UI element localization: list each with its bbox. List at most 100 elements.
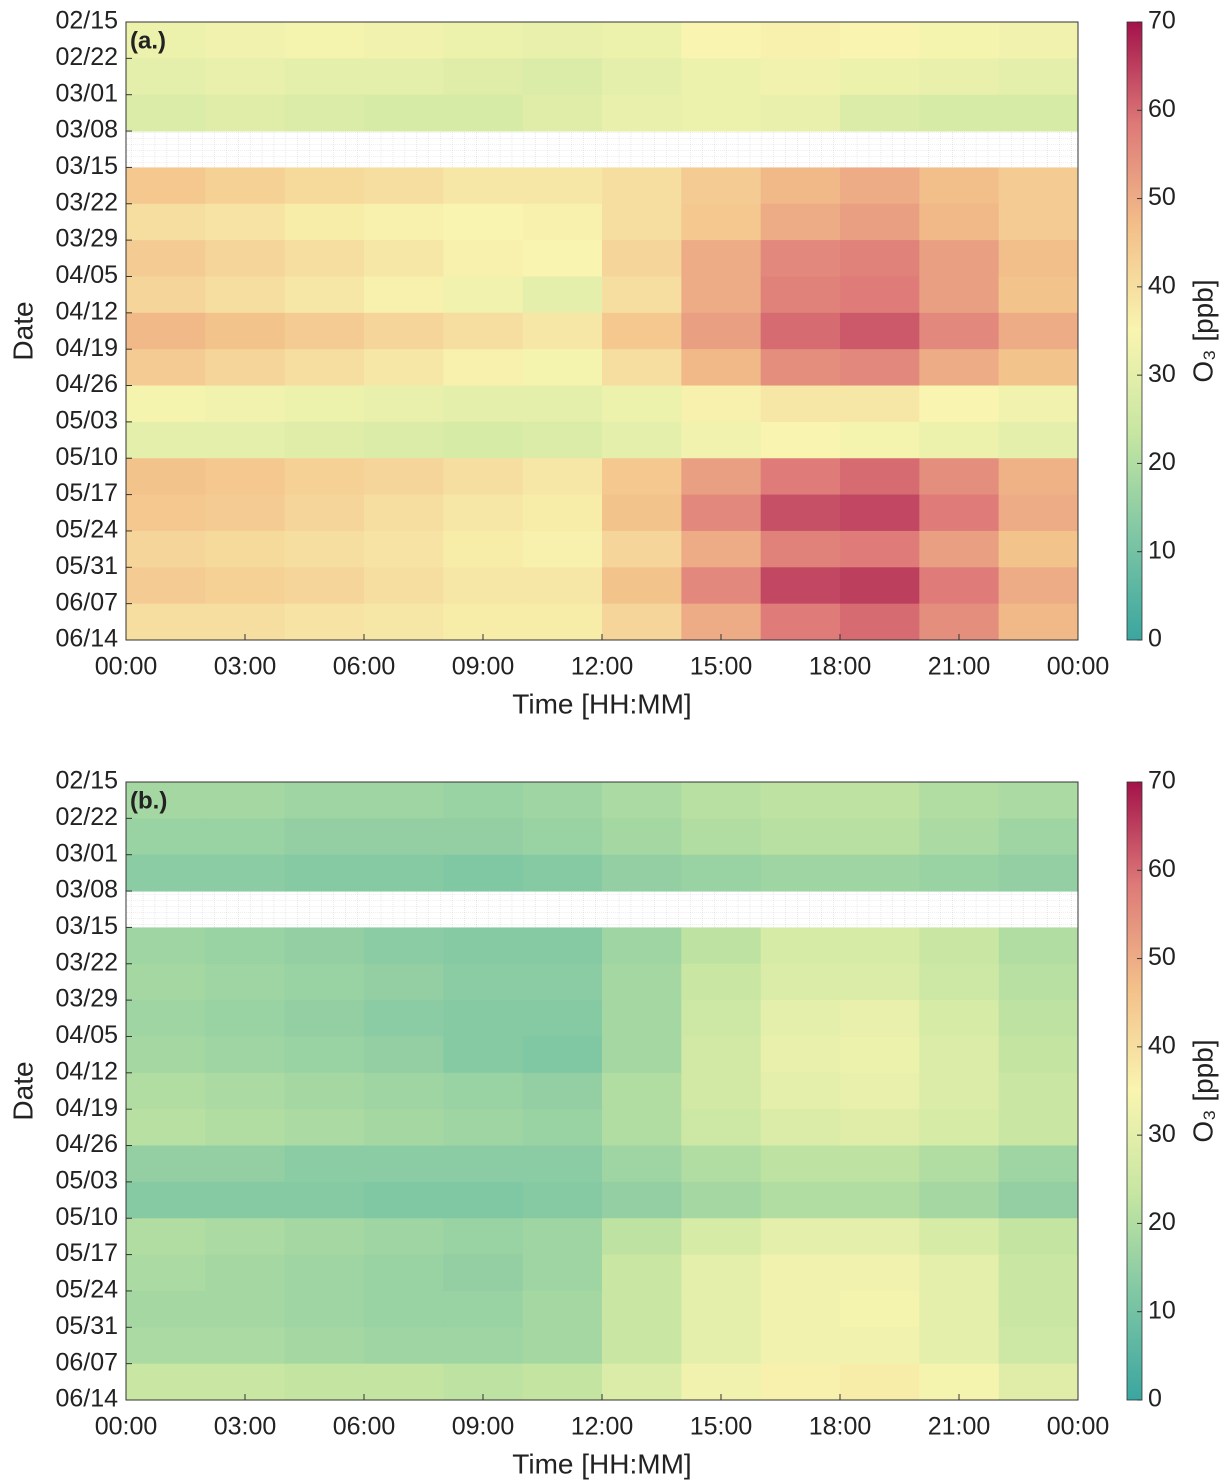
colorbar-label: O₃ [ppb] [1187, 279, 1218, 382]
heat-cell [760, 167, 841, 205]
heat-cell [998, 349, 1079, 387]
heat-cell [998, 1072, 1079, 1110]
x-tick-label: 03:00 [214, 653, 277, 681]
heat-cell [522, 1218, 603, 1256]
heat-cell [919, 963, 1000, 1001]
heat-cell [205, 1254, 286, 1292]
heat-cell [760, 567, 841, 605]
heat-cell [522, 349, 603, 387]
heat-cell [681, 530, 762, 568]
heat-cell [364, 1181, 444, 1219]
heat-cell [840, 1327, 920, 1365]
heat-cell [364, 567, 444, 605]
heat-cell [284, 963, 365, 1001]
heat-cell [126, 385, 206, 423]
heat-cell [919, 1327, 1000, 1365]
heat-cell [998, 22, 1079, 59]
heat-cell [840, 1218, 920, 1256]
y-tick-label: 03/22 [55, 188, 118, 216]
heat-cell [840, 1254, 920, 1292]
heat-cell [840, 603, 920, 641]
heat-cell [126, 927, 206, 965]
heat-cell [205, 927, 286, 965]
heat-cell [602, 927, 682, 965]
colorbar-tick-label: 60 [1148, 855, 1176, 883]
heat-cell [919, 421, 1000, 459]
heat-cell [919, 1000, 1000, 1037]
x-tick-label: 18:00 [809, 1413, 872, 1441]
heat-cell [681, 458, 762, 496]
heat-cell [840, 1363, 920, 1401]
x-tick-label: 00:00 [1047, 653, 1110, 681]
y-tick-label: 06/07 [55, 588, 118, 616]
heat-cell [126, 530, 206, 568]
heat-cell [998, 58, 1079, 96]
heat-cell [443, 203, 524, 241]
heat-cell [840, 94, 920, 132]
heat-cell [602, 1109, 682, 1147]
heat-cell [919, 22, 1000, 59]
heat-cell [602, 963, 682, 1001]
heat-cell [998, 927, 1079, 965]
heat-cell [284, 203, 365, 241]
heat-cell [998, 1254, 1079, 1292]
heat-cell [760, 240, 841, 277]
heat-cell [840, 312, 920, 350]
heat-cell [126, 1254, 206, 1292]
heat-cell [760, 782, 841, 819]
heat-cell [681, 22, 762, 59]
heat-cell [840, 58, 920, 96]
panel-label: (b.) [130, 787, 167, 814]
heat-cell [602, 1072, 682, 1110]
heat-cell [284, 782, 365, 819]
heat-cell [205, 276, 286, 314]
x-tick-label: 00:00 [95, 653, 158, 681]
heat-cell [126, 567, 206, 605]
heat-cell [284, 1290, 365, 1328]
heat-cell [919, 1254, 1000, 1292]
heat-cell [998, 1218, 1079, 1256]
heat-cell [205, 567, 286, 605]
heat-cell [205, 1218, 286, 1256]
heat-cell [602, 1218, 682, 1256]
heat-cell [998, 494, 1079, 532]
heat-cell [998, 782, 1079, 819]
colorbar-tick-label: 0 [1148, 1385, 1162, 1413]
heat-cell [681, 567, 762, 605]
heat-cell [681, 167, 762, 205]
heat-cell [126, 854, 206, 892]
heat-cell [998, 567, 1079, 605]
heat-cell [998, 276, 1079, 314]
heat-cell [205, 494, 286, 532]
heat-cell [443, 494, 524, 532]
heat-cell [522, 203, 603, 241]
heat-cell [522, 567, 603, 605]
colorbar-tick-label: 50 [1148, 943, 1176, 971]
heat-cell [840, 567, 920, 605]
heat-cell [681, 854, 762, 892]
heat-cell [760, 58, 841, 96]
heat-cell [443, 240, 524, 277]
heat-cell [681, 58, 762, 96]
heat-cell [205, 421, 286, 459]
heat-cell [364, 927, 444, 965]
heat-cell [364, 458, 444, 496]
heat-cell [681, 203, 762, 241]
heat-cell [205, 58, 286, 96]
heat-cell [602, 530, 682, 568]
colorbar [1126, 781, 1143, 1401]
heat-cell [522, 276, 603, 314]
y-tick-label: 04/19 [55, 334, 118, 362]
colorbar-tick-label: 60 [1148, 95, 1176, 123]
heat-cell [443, 421, 524, 459]
colorbar-tick-label: 20 [1148, 448, 1176, 476]
heat-cell [681, 927, 762, 965]
y-tick-label: 04/26 [55, 1130, 118, 1158]
heat-cell [443, 818, 524, 856]
heat-cell [998, 1290, 1079, 1328]
heat-cell [284, 58, 365, 96]
heat-cell [919, 1290, 1000, 1328]
heat-cell [284, 530, 365, 568]
heat-cell [840, 385, 920, 423]
heat-cell [919, 203, 1000, 241]
